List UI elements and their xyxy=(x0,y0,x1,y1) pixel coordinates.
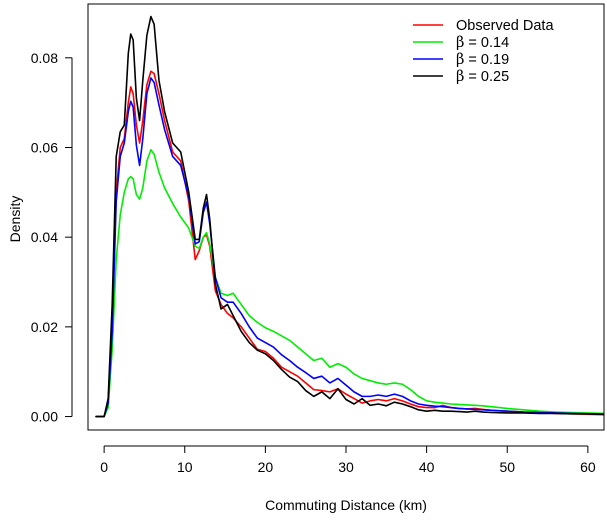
series-layer xyxy=(95,15,604,418)
y-tick-label: 0.04 xyxy=(31,229,58,245)
y-tick-label: 0.08 xyxy=(31,50,58,66)
plot-frame xyxy=(87,3,605,431)
series-line-3 xyxy=(95,15,604,418)
legend-beta-symbol: β xyxy=(456,52,464,68)
x-tick-label: 0 xyxy=(100,459,108,475)
x-axis: 0 10 20 30 40 50 60 xyxy=(100,445,596,475)
legend-label: β = 0.25 xyxy=(456,69,509,85)
x-tick-label: 40 xyxy=(419,459,435,475)
x-tick-label: 10 xyxy=(177,459,193,475)
legend-label: β = 0.14 xyxy=(456,35,509,51)
series-line-1 xyxy=(95,148,604,418)
x-tick-label: 50 xyxy=(499,459,515,475)
x-tick-label: 60 xyxy=(580,459,596,475)
y-axis: 0.00 0.02 0.04 0.06 0.08 xyxy=(31,50,73,425)
legend-value: = 0.19 xyxy=(464,52,509,68)
legend-value: = 0.14 xyxy=(464,35,509,51)
legend-value: = 0.25 xyxy=(464,69,509,85)
legend-beta-symbol: β xyxy=(456,35,464,51)
y-axis-title: Density xyxy=(7,196,23,243)
legend-label: Observed Data xyxy=(456,18,554,34)
legend-label: β = 0.19 xyxy=(456,52,509,68)
y-tick-label: 0.02 xyxy=(31,319,58,335)
legend-beta-symbol: β xyxy=(456,69,464,85)
x-tick-label: 30 xyxy=(338,459,354,475)
y-tick-label: 0.00 xyxy=(31,409,58,425)
x-axis-title: Commuting Distance (km) xyxy=(265,497,427,513)
x-tick-label: 20 xyxy=(258,459,274,475)
series-line-2 xyxy=(95,77,604,418)
y-tick-label: 0.06 xyxy=(31,139,58,155)
